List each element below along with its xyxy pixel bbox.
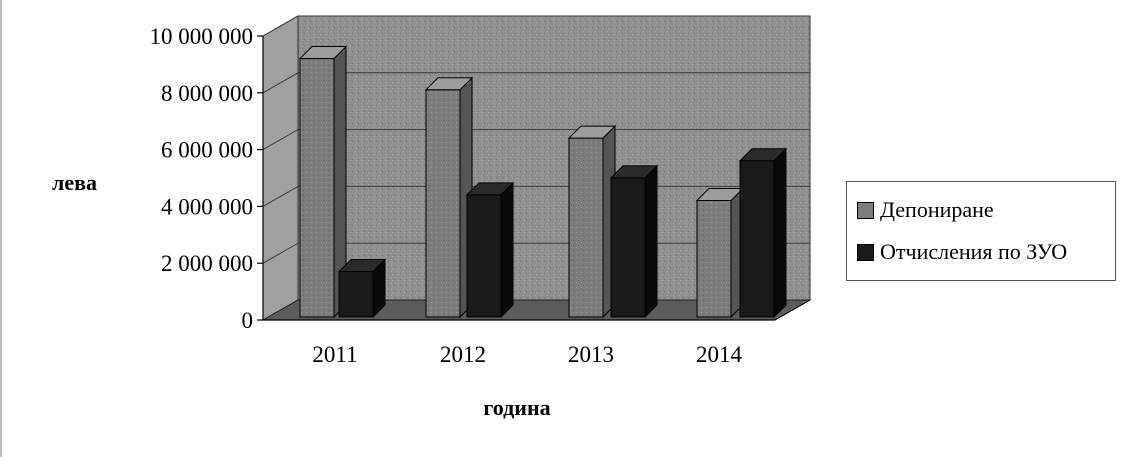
y-tick-label: 10 000 000 xyxy=(150,24,254,49)
bar-front xyxy=(299,58,335,318)
gridline xyxy=(262,72,810,94)
bar-top xyxy=(424,77,474,91)
x-tick-label: 2012 xyxy=(440,342,486,367)
bar-zuo-2011 xyxy=(337,258,387,319)
bar-zuo-2013 xyxy=(609,164,659,319)
bar-front xyxy=(338,271,374,318)
y-axis-label: лева xyxy=(52,170,97,195)
bar-depo-2011 xyxy=(298,45,348,319)
x-axis-label: година xyxy=(483,395,550,420)
y-axis: 0 2 000 000 4 000 000 6 000 000 8 000 000 10 … xyxy=(150,24,264,333)
side-wall xyxy=(262,15,299,321)
bar-front xyxy=(610,177,646,318)
bar-top xyxy=(298,46,348,60)
bar-front xyxy=(696,200,732,318)
gridline xyxy=(262,15,810,37)
x-tick-label: 2011 xyxy=(312,342,357,367)
legend-item-depo: Депониране xyxy=(857,196,994,224)
bar-side xyxy=(500,181,514,319)
bar-front xyxy=(568,137,604,318)
floor-edge xyxy=(774,299,811,321)
y-tick-label: 8 000 000 xyxy=(161,81,253,106)
y-tick-label: 6 000 000 xyxy=(161,138,253,163)
bar-depo-2014 xyxy=(695,187,745,319)
legend-label-depo: Депониране xyxy=(880,197,994,222)
bar-front xyxy=(466,194,502,318)
bar-zuo-2014 xyxy=(738,147,788,319)
bar-side xyxy=(773,147,787,319)
bar-zuo-2012 xyxy=(465,181,515,319)
legend-item-zuo: Отчисления по ЗУО xyxy=(857,238,1067,266)
gridline xyxy=(262,129,810,151)
x-axis: 2011 2012 2013 2014 xyxy=(0,0,811,457)
x-tick-label: 2013 xyxy=(568,342,614,367)
bar-top xyxy=(337,259,387,273)
legend-label-zuo: Отчисления по ЗУО xyxy=(880,239,1068,264)
bar-depo-2013 xyxy=(567,124,617,319)
x-tick-label: 2014 xyxy=(696,342,743,367)
bar-front xyxy=(425,89,461,318)
bar-top xyxy=(465,182,515,196)
y-tick-label: 2 000 000 xyxy=(161,251,253,276)
bar-top xyxy=(609,165,659,179)
y-tick-label: 0 xyxy=(242,308,254,333)
legend: Депониране Отчисления по ЗУО xyxy=(846,181,1116,281)
bar-top xyxy=(738,148,788,162)
bar-top xyxy=(567,125,617,139)
bar-depo-2012 xyxy=(424,76,474,319)
legend-swatch-zuo xyxy=(857,243,874,261)
bars xyxy=(298,45,788,319)
bar-front xyxy=(739,160,775,318)
legend-swatch-depo xyxy=(857,201,874,219)
y-tick-label: 4 000 000 xyxy=(161,194,253,219)
bar-side xyxy=(644,164,658,319)
